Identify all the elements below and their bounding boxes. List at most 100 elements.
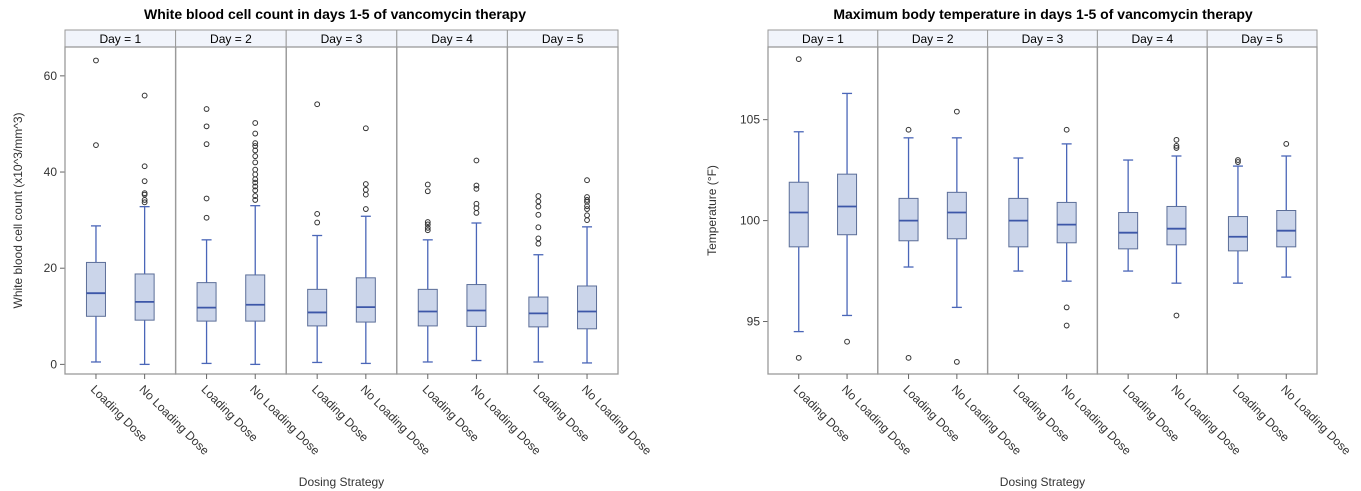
y-tick-label: 95	[747, 315, 761, 329]
box-no-loading-dose: No Loading Dose	[837, 92, 915, 458]
outlier-point	[1235, 157, 1241, 163]
box-loading-dose: Loading Dose	[1118, 159, 1183, 445]
outlier-point	[535, 240, 542, 247]
y-axis-label: Temperature (°F)	[705, 165, 719, 256]
outlier-point	[905, 354, 912, 361]
iqr-box	[355, 277, 376, 323]
iqr-box	[85, 261, 106, 317]
outlier-point	[535, 224, 542, 231]
iqr-box	[307, 288, 328, 327]
outlier-point	[905, 126, 912, 133]
outlier-point	[203, 214, 210, 221]
outlier-point	[584, 212, 590, 219]
iqr-box	[245, 274, 266, 322]
outlier-point	[1235, 159, 1241, 165]
box-no-loading-dose: No Loading Dose	[1056, 126, 1134, 458]
outlier-point	[535, 203, 542, 210]
x-axis-label: Dosing Strategy	[1000, 475, 1085, 489]
outlier-point	[252, 183, 259, 190]
outlier-point	[141, 190, 148, 197]
chart-title: White blood cell count in days 1-5 of va…	[144, 6, 526, 22]
chart-title: Maximum body temperature in days 1-5 of …	[833, 6, 1253, 22]
outlier-point	[424, 188, 431, 195]
y-tick-label: 40	[44, 165, 58, 179]
outlier-point	[252, 171, 259, 178]
box-no-loading-dose: No Loading Dose	[946, 108, 1024, 458]
iqr-box	[417, 288, 438, 327]
panel-label: Day = 5	[1241, 32, 1283, 46]
panel-label: Day = 5	[542, 32, 584, 46]
panel-frame	[1206, 46, 1318, 375]
outlier-point	[953, 358, 960, 365]
iqr-box	[837, 173, 858, 236]
outlier-point	[203, 106, 210, 112]
panel-label: Day = 2	[210, 32, 252, 46]
outlier-point	[584, 194, 590, 200]
panel-label: Day = 3	[321, 32, 363, 46]
outlier-point	[93, 57, 99, 64]
outlier-point	[584, 206, 590, 212]
panel-frame	[767, 46, 879, 375]
iqr-box	[788, 181, 809, 248]
y-axis-label: White blood cell count (x10^3/mm^3)	[11, 112, 25, 308]
panel-frame	[285, 46, 398, 375]
iqr-box	[196, 282, 217, 322]
outlier-point	[314, 101, 321, 108]
outlier-point	[584, 197, 590, 203]
outlier-point	[473, 200, 480, 207]
outlier-point	[1173, 143, 1180, 149]
outlier-point	[252, 187, 259, 194]
iqr-box	[466, 284, 487, 327]
outlier-point	[314, 210, 321, 217]
outlier-point	[362, 206, 369, 212]
panel-frame	[877, 46, 989, 375]
iqr-box	[528, 296, 549, 328]
outlier-point	[584, 177, 590, 184]
outlier-point	[252, 193, 259, 199]
outlier-point	[252, 179, 259, 186]
panel-label: Day = 2	[912, 32, 954, 46]
outlier-point	[1063, 126, 1070, 133]
panel-label: Day = 1	[802, 32, 844, 46]
outlier-point	[535, 193, 542, 199]
temperature-chart: Maximum body temperature in days 1-5 of …	[705, 6, 1354, 489]
outlier-point	[252, 159, 259, 166]
box-loading-dose: Loading Dose	[1008, 157, 1073, 445]
box-no-loading-dose: No Loading Dose	[577, 177, 655, 458]
box-no-loading-dose: No Loading Dose	[1166, 136, 1244, 458]
y-tick-label: 105	[740, 113, 760, 127]
outlier-point	[473, 185, 480, 192]
outlier-point	[424, 219, 431, 225]
panel-frame	[506, 46, 619, 375]
box-loading-dose: Loading Dose	[898, 126, 963, 445]
iqr-box	[1056, 201, 1077, 244]
outlier-point	[424, 224, 431, 231]
outlier-point	[362, 181, 369, 187]
panel-frame	[1096, 46, 1208, 375]
iqr-box	[1008, 197, 1029, 248]
outlier-point	[362, 125, 369, 132]
outlier-point	[252, 143, 259, 149]
y-tick-label: 0	[50, 357, 57, 371]
outlier-point	[953, 108, 960, 115]
category-label: No Loading Dose	[579, 382, 655, 458]
y-tick-label: 100	[740, 214, 760, 228]
panel-frame	[396, 46, 509, 375]
box-no-loading-dose: No Loading Dose	[134, 92, 212, 458]
outlier-point	[795, 56, 802, 63]
outlier-point	[141, 92, 148, 99]
panel-label: Day = 1	[99, 32, 141, 46]
y-tick-label: 20	[44, 261, 58, 275]
outlier-point	[252, 166, 259, 173]
outlier-point	[252, 176, 259, 183]
outlier-point	[252, 120, 259, 126]
outlier-point	[362, 186, 369, 193]
outlier-point	[1063, 304, 1070, 311]
outlier-point	[535, 198, 542, 205]
box-no-loading-dose: No Loading Dose	[1276, 140, 1354, 458]
